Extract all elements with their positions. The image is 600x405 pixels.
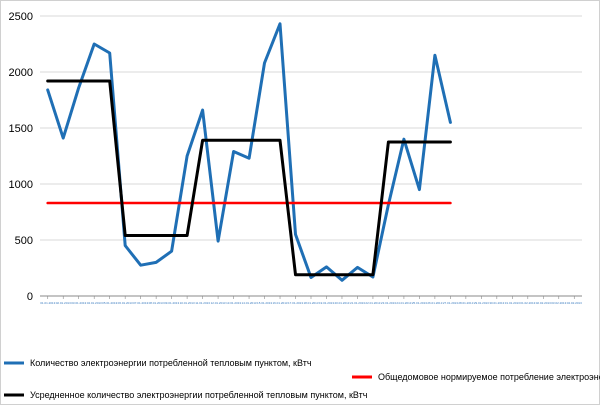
x-tick-label: 03.01.2013 xyxy=(71,301,86,305)
x-tick-label: 19.01.2013 xyxy=(319,301,334,305)
x-tick-label: 04.02.2013 xyxy=(567,301,582,305)
x-tick-label: 23.01.2013 xyxy=(381,301,396,305)
x-tick-label: 20.01.2013 xyxy=(334,301,349,305)
gridlines xyxy=(40,15,582,297)
y-axis-ticks: 0 500 1000 1500 2000 2500 xyxy=(9,11,33,303)
x-tick-label: 27.01.2013 xyxy=(443,301,458,305)
x-tick-label: 04.01.2013 xyxy=(87,301,102,305)
x-tick-label: 08.01.2013 xyxy=(149,301,164,305)
x-tick-label: 25.01.2013 xyxy=(412,301,427,305)
y-tick-label: 2500 xyxy=(9,11,33,23)
x-tick-label: 17.01.2013 xyxy=(288,301,303,305)
y-tick-label: 0 xyxy=(27,291,33,303)
series-line-3 xyxy=(46,79,452,277)
x-tick-label: 07.01.2013 xyxy=(133,301,148,305)
x-tick-label: 13.01.2013 xyxy=(226,301,241,305)
x-tick-label: 26.01.2013 xyxy=(427,301,442,305)
x-tick-label: 06.01.2013 xyxy=(118,301,133,305)
x-tick-label: 14.01.2013 xyxy=(242,301,257,305)
x-tick-label: 30.01.2013 xyxy=(489,301,504,305)
y-tick-label: 1500 xyxy=(9,123,33,135)
legend-label: Усредненное количество электроэнергии по… xyxy=(30,390,368,400)
x-tick-label: 29.01.2013 xyxy=(474,301,489,305)
x-tick-label: 09.01.2013 xyxy=(164,301,179,305)
x-tick-label: 24.01.2013 xyxy=(396,301,411,305)
x-tick-label: 18.01.2013 xyxy=(303,301,318,305)
x-tick-label: 05.01.2013 xyxy=(102,301,117,305)
legend: Количество электроэнергии потребленной т… xyxy=(4,358,600,400)
x-tick-label: 22.01.2013 xyxy=(365,301,380,305)
x-tick-label: 02.02.2013 xyxy=(536,301,551,305)
x-tick-label: 11.01.2013 xyxy=(195,301,210,305)
x-tick-label: 31.01.2013 xyxy=(505,301,520,305)
x-tick-label: 12.01.2013 xyxy=(211,301,226,305)
x-tick-label: 03.02.2013 xyxy=(551,301,566,305)
series-lines xyxy=(46,22,452,282)
x-tick-label: 28.01.2013 xyxy=(458,301,473,305)
x-tick-label: 10.01.2013 xyxy=(180,301,195,305)
x-tick-label: 15.01.2013 xyxy=(257,301,272,305)
x-tick-label: 02.01.2013 xyxy=(56,301,71,305)
y-tick-label: 2000 xyxy=(9,67,33,79)
y-tick-label: 1000 xyxy=(9,179,33,191)
x-tick-label: 01.01.2013 xyxy=(40,301,55,305)
legend-label: Общедомовое нормируемое потребление элек… xyxy=(378,372,600,382)
x-axis-ticks: 01.01.2013 02.01.2013 03.01.2013 04.01.2013… xyxy=(40,296,582,305)
x-tick-label: 21.01.2013 xyxy=(350,301,365,305)
legend-label: Количество электроэнергии потребленной т… xyxy=(30,358,312,368)
x-tick-label: 16.01.2013 xyxy=(273,301,288,305)
y-tick-label: 500 xyxy=(15,235,33,247)
x-tick-label: 01.02.2013 xyxy=(520,301,535,305)
series-line-1 xyxy=(46,22,452,282)
